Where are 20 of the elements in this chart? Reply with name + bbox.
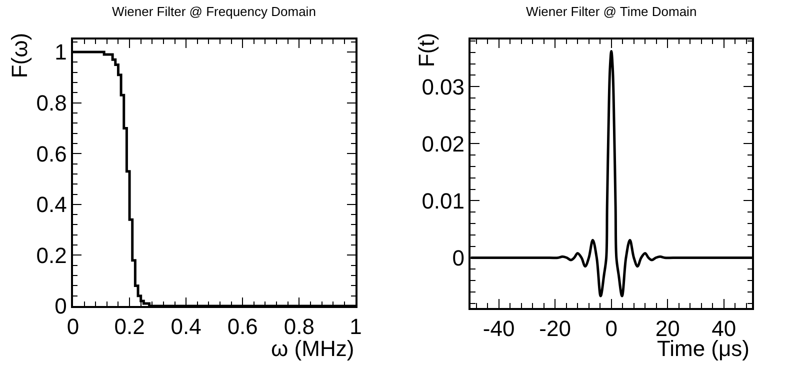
x-tick-label: -20 [539,316,571,342]
chart-title: Wiener Filter @ Frequency Domain [112,4,316,19]
y-tick-label: 0.03 [422,74,465,100]
y-tick-label: 0.4 [36,192,67,218]
y-tick-label: 0.02 [422,131,465,156]
x-tick-label: 0.2 [114,314,145,340]
y-axis-title: F(ω) [7,32,32,78]
chart-title: Wiener Filter @ Time Domain [526,4,697,19]
x-tick-label: 0.6 [227,314,258,340]
x-tick-label: -40 [482,316,515,342]
y-tick-label: 0.6 [36,141,67,166]
y-tick-label: 1 [54,40,67,65]
y-tick-label: 0 [54,294,67,319]
y-tick-label: 0.2 [36,242,67,268]
x-tick-label: 0 [605,316,618,342]
y-tick-label: 0.8 [36,90,67,116]
y-tick-label: 0.01 [422,188,465,214]
x-tick-label: 0.4 [170,314,202,340]
y-axis-title: F(t) [414,32,440,68]
y-tick-label: 0 [452,245,465,270]
